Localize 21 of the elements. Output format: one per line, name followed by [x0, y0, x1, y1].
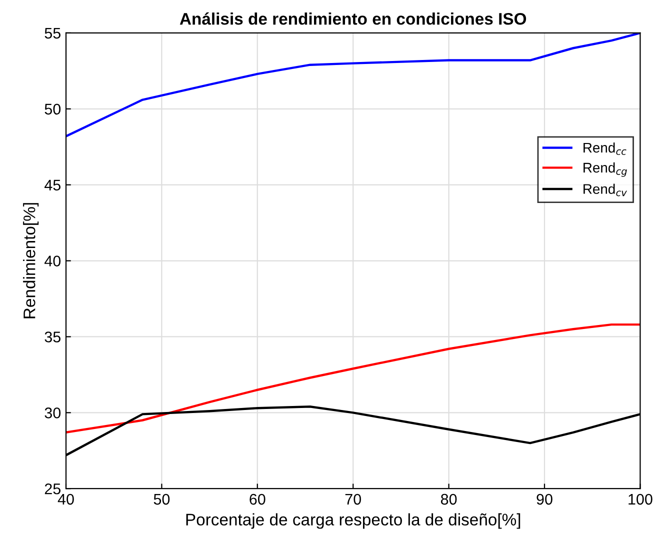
chart-title: Análisis de rendimiento en condiciones ISO [180, 12, 526, 25]
x-tick-label: 40 [58, 494, 74, 505]
y-tick-label: 50 [44, 104, 61, 115]
x-tick-label: 80 [440, 494, 457, 505]
x-tick-label: 50 [154, 494, 170, 505]
y-tick-label: 30 [44, 408, 61, 418]
y-tick-label: 40 [44, 256, 61, 266]
y-axis-title: Rendimiento[%] [23, 203, 39, 318]
legend-label: Rend$_{cc}$ [584, 142, 626, 155]
y-tick-label: 55 [44, 28, 60, 39]
legend-label: Rend$_{cv}$ [584, 184, 627, 196]
y-tick-label: 45 [44, 180, 60, 191]
x-tick-label: 60 [250, 494, 266, 505]
legend-label: Rend$_{cg}$ [584, 162, 627, 177]
x-tick-label: 90 [536, 494, 552, 505]
line-series [66, 323, 640, 434]
y-tick-label: 25 [44, 483, 60, 494]
y-tick-label: 35 [44, 332, 60, 342]
x-tick-label: 70 [345, 494, 361, 505]
x-axis-title: Porcentaje de carga respecto la de diseño[%] [186, 513, 520, 529]
x-tick-label: 100 [628, 494, 652, 505]
